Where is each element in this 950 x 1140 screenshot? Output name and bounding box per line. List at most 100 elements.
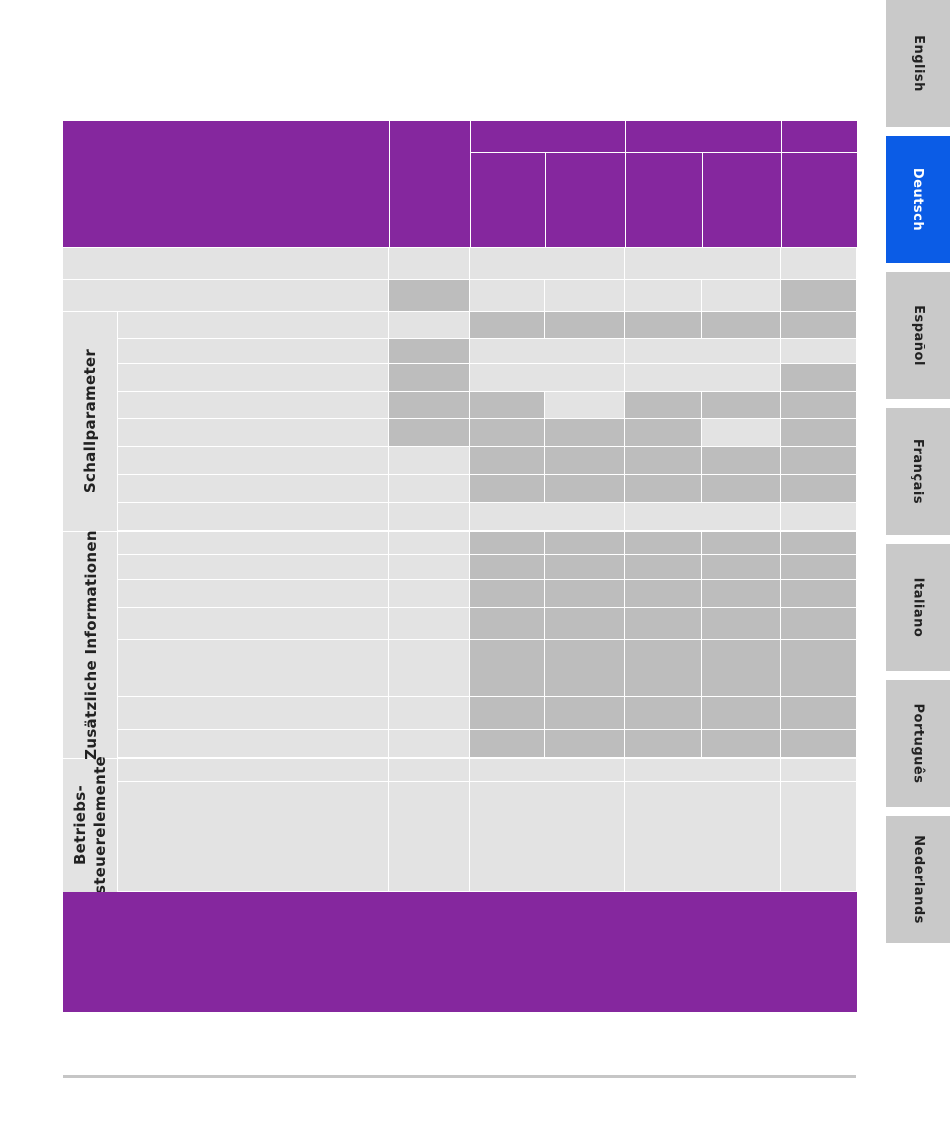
table-cell (389, 555, 469, 579)
table-cell (781, 555, 856, 579)
table-cell (470, 364, 624, 391)
table-row-label-cell (118, 759, 388, 781)
table-cell (470, 730, 544, 757)
table-row-label-cell (118, 532, 388, 554)
table-row-label-cell (118, 782, 388, 891)
language-tab-label: Português (910, 703, 926, 784)
footer-rule (63, 1075, 856, 1078)
table-cell (470, 697, 544, 729)
table-cell (470, 392, 544, 418)
language-tab-português[interactable]: Português (886, 680, 950, 807)
table-cell (625, 419, 701, 446)
table-cell (470, 580, 544, 607)
table-cell (545, 555, 624, 579)
table-cell (702, 532, 780, 554)
table-cell (389, 280, 469, 311)
header-divider (470, 152, 857, 153)
header-divider (470, 121, 471, 247)
table-cell (781, 580, 856, 607)
table-row-label-cell (118, 312, 388, 338)
table-cell (545, 697, 624, 729)
table-cell (389, 759, 469, 781)
table-cell (545, 392, 624, 418)
table-cell (545, 419, 624, 446)
table-cell (625, 782, 780, 891)
table-cell (470, 608, 544, 639)
table-cell (625, 730, 701, 757)
table-cell (470, 339, 624, 363)
table-row-label-cell (118, 447, 388, 474)
language-tab-label: English (910, 35, 926, 92)
table-cell (702, 730, 780, 757)
table-cell (781, 447, 856, 474)
table-cell (625, 503, 780, 530)
table-row-label-cell (118, 503, 388, 530)
table-cell (389, 419, 469, 446)
table-cell (625, 392, 701, 418)
language-tab-español[interactable]: Español (886, 272, 950, 399)
language-tab-label: Español (910, 305, 926, 366)
table-cell (389, 503, 469, 530)
table-cell (625, 608, 701, 639)
section-label-controls-line2: steuerelemente (91, 755, 110, 895)
table-cell (702, 580, 780, 607)
table-cell (389, 339, 469, 363)
header-divider (625, 121, 626, 247)
header-divider (545, 152, 546, 247)
table-cell (389, 392, 469, 418)
section-cell (63, 759, 117, 892)
language-tab-english[interactable]: English (886, 0, 950, 127)
table-cell (545, 312, 624, 338)
table-cell (625, 447, 701, 474)
table-cell (470, 280, 544, 311)
table-row-label-cell (118, 475, 388, 502)
table-cell (545, 640, 624, 696)
language-tab-deutsch[interactable]: Deutsch (886, 136, 950, 263)
table-cell (781, 280, 856, 311)
table-row-label-cell (118, 339, 388, 363)
language-tab-nederlands[interactable]: Nederlands (886, 816, 950, 943)
table-row-label-cell (118, 364, 388, 391)
table-row-label-cell (118, 555, 388, 579)
table-row-label-cell (118, 419, 388, 446)
table-cell (781, 503, 856, 530)
table-cell (470, 640, 544, 696)
section-label-controls-text: Betriebs- steuerelemente (71, 756, 111, 894)
table-cell (625, 475, 701, 502)
table-row-label-cell (118, 580, 388, 607)
section-label-acoustic-text: Schallparameter (81, 348, 100, 494)
table-cell (389, 782, 469, 891)
header-divider (781, 121, 782, 247)
language-tab-italiano[interactable]: Italiano (886, 544, 950, 671)
section-label-additional-text: Zusätzliche Informationen (81, 529, 100, 760)
table-cell (702, 392, 780, 418)
table-cell (702, 475, 780, 502)
table-cell (625, 580, 701, 607)
language-tab-label: Deutsch (910, 167, 926, 232)
header-divider (702, 152, 703, 247)
table-cell (470, 532, 544, 554)
table-cell (781, 697, 856, 729)
table-cell (470, 782, 624, 891)
table-row-label-cell (118, 697, 388, 729)
table-cell (389, 608, 469, 639)
table-cell (625, 312, 701, 338)
table-cell (625, 555, 701, 579)
table-cell (702, 640, 780, 696)
table-cell (545, 730, 624, 757)
table-cell (389, 475, 469, 502)
table-row-label-cell (118, 640, 388, 696)
table-cell (545, 532, 624, 554)
table-cell (702, 447, 780, 474)
table-cell (389, 248, 469, 279)
language-tab-français[interactable]: Français (886, 408, 950, 535)
table-cell (625, 532, 701, 554)
table-cell (625, 640, 701, 696)
table-cell (781, 532, 856, 554)
table-cell (470, 419, 544, 446)
table-cell (702, 608, 780, 639)
table-cell (625, 280, 701, 311)
language-tab-label: Nederlands (910, 835, 926, 924)
table-cell (781, 475, 856, 502)
table-cell (545, 580, 624, 607)
